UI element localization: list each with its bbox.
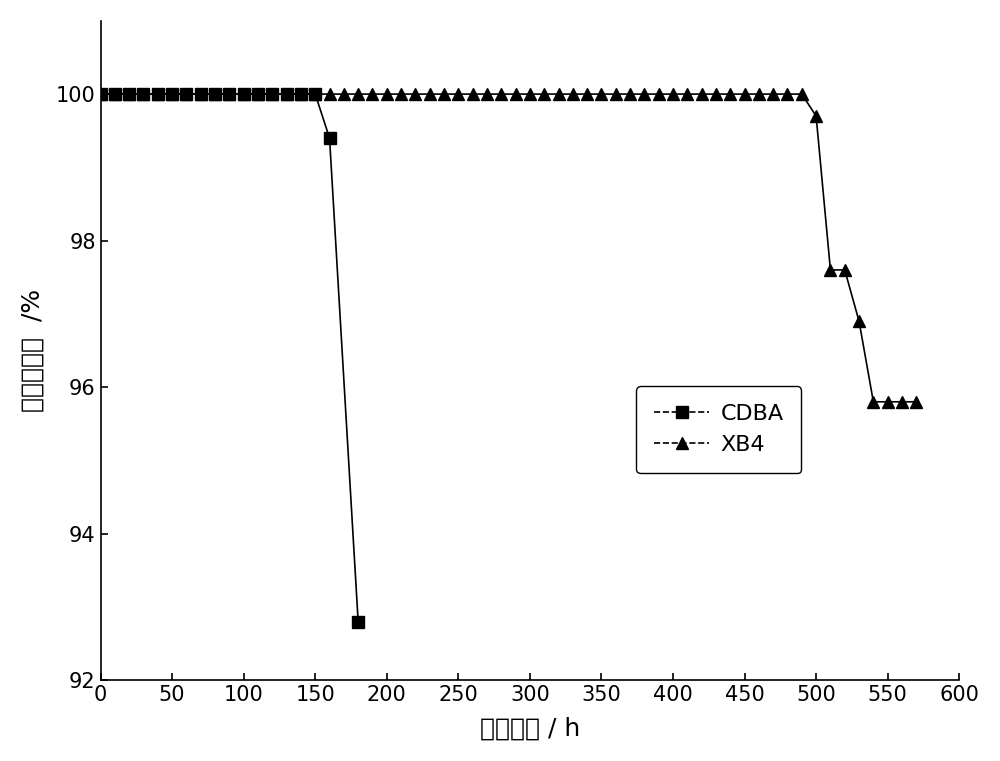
CDBA <box>123 90 135 99</box>
CDBA <box>223 90 235 99</box>
XB4 <box>638 90 650 99</box>
Legend: CDBA, XB4: CDBA, XB4 <box>636 387 801 473</box>
CDBA <box>137 90 149 99</box>
CDBA <box>252 90 264 99</box>
XB4 <box>295 90 307 99</box>
CDBA <box>238 90 250 99</box>
CDBA <box>324 133 336 142</box>
XB4 <box>696 90 708 99</box>
XB4 <box>781 90 793 99</box>
CDBA <box>266 90 278 99</box>
CDBA <box>95 90 107 99</box>
CDBA <box>180 90 192 99</box>
CDBA <box>352 617 364 626</box>
CDBA <box>109 90 121 99</box>
XB4 <box>95 90 107 99</box>
CDBA <box>152 90 164 99</box>
XB4 <box>910 397 922 406</box>
XB4 <box>281 90 293 99</box>
XB4 <box>867 397 879 406</box>
X-axis label: 反应时间 / h: 反应时间 / h <box>480 716 580 740</box>
CDBA <box>195 90 207 99</box>
Line: CDBA: CDBA <box>95 88 364 627</box>
CDBA <box>295 90 307 99</box>
CDBA <box>166 90 178 99</box>
XB4 <box>882 397 894 406</box>
CDBA <box>209 90 221 99</box>
Y-axis label: 甲醇转化率  /%: 甲醇转化率 /% <box>21 289 45 412</box>
CDBA <box>309 90 321 99</box>
CDBA <box>281 90 293 99</box>
Line: XB4: XB4 <box>95 88 922 407</box>
